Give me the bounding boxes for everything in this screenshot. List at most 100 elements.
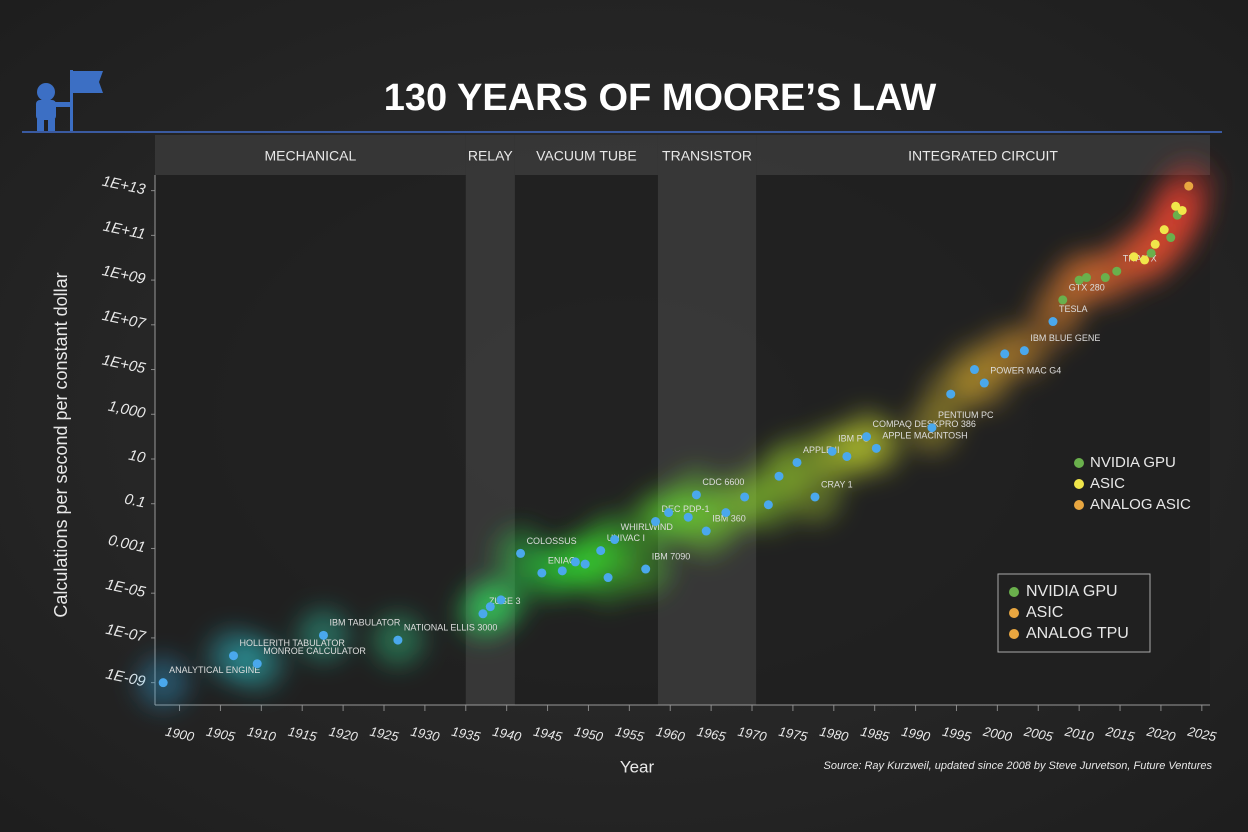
data-point [252,659,262,669]
data-point [1171,201,1181,211]
x-tick-label: 1905 [205,724,237,745]
point-label: PENTIUM PC [938,410,994,420]
point-label: ENIAC [548,555,576,565]
data-point [1000,349,1010,359]
era-header [657,135,757,175]
point-label: APPLE II [803,445,840,455]
data-point [516,548,526,558]
legend-swatch [1009,629,1019,639]
data-point [1100,273,1110,283]
data-point [1048,317,1058,327]
data-point [979,378,989,388]
x-tick-label: 1950 [573,724,605,745]
legend-swatch [1074,458,1084,468]
data-point [1058,295,1068,305]
x-tick-label: 1995 [941,724,973,745]
data-point [485,602,495,612]
legend-swatch [1074,479,1084,489]
data-point [610,535,620,545]
legend-label: ANALOG TPU [1026,625,1129,642]
point-label: IBM 7090 [652,551,691,561]
data-point [721,508,731,518]
point-label: NATIONAL ELLIS 3000 [404,622,498,632]
data-point [827,446,837,456]
point-label: HOLLERITH TABULATOR [240,638,346,648]
data-point [596,546,606,556]
x-tick-label: 1965 [696,724,728,745]
y-axis-label: Calculations per second per constant dol… [51,272,71,617]
point-label: WHIRLWIND [621,522,674,532]
x-tick-label: 1975 [777,724,809,745]
y-tick-label: 10 [127,447,147,467]
data-point [1082,273,1092,283]
point-label: POWER MAC G4 [990,365,1061,375]
point-label: CRAY 1 [821,479,853,489]
x-tick-label: 2025 [1185,723,1218,744]
data-point [1184,181,1194,191]
era-header [514,135,658,175]
data-point [946,389,956,399]
legend-swatch [1009,587,1019,597]
data-point [1177,205,1187,215]
x-tick-label: 1980 [818,724,850,745]
data-point [1074,275,1084,285]
x-tick-label: 1920 [328,724,360,745]
point-label: UNIVAC I [607,533,645,543]
data-point [158,678,168,688]
data-point [318,630,328,640]
x-tick-label: 2000 [981,723,1014,744]
point-label: APPLE MACINTOSH [882,431,967,441]
legend-label: NVIDIA GPU [1026,583,1118,600]
legend-label: ASIC [1026,604,1063,621]
x-axis-label: Year [620,757,655,776]
era-label: MECHANICAL [264,148,356,164]
data-point [603,573,613,583]
legend-box [997,573,1151,653]
data-point [1129,252,1139,262]
data-point [774,471,784,481]
point-label: CDC 6600 [702,477,744,487]
data-point [1150,239,1160,249]
era-header [465,135,515,175]
era-header [155,135,466,175]
data-point [969,365,979,375]
x-tick-label: 1990 [900,724,932,745]
x-tick-label: 1985 [859,724,891,745]
data-point [842,451,852,461]
x-tick-label: 1910 [246,724,278,745]
data-point [871,443,881,453]
data-point [496,595,506,605]
x-tick-label: 1945 [532,724,564,745]
point-label: DEC PDP-1 [662,504,710,514]
data-point [740,492,750,502]
chart-title: 130 YEARS OF MOORE’S LAW [384,77,937,119]
point-label: COLOSSUS [527,536,577,546]
x-tick-label: 1940 [491,724,523,745]
x-tick-label: 2005 [1022,723,1055,744]
x-tick-label: 2020 [1144,723,1177,744]
x-tick-label: 1915 [287,724,319,745]
data-point [691,490,701,500]
data-point [683,512,693,522]
x-tick-label: 2015 [1104,723,1137,744]
data-point [927,423,937,433]
x-tick-label: 1930 [409,724,441,745]
point-label: ANALYTICAL ENGINE [169,665,260,675]
x-tick-label: 1960 [655,724,687,745]
point-label: IBM BLUE GENE [1030,333,1100,343]
point-label: IBM 360 [712,513,746,523]
data-point [1112,266,1122,276]
legend-swatch [1074,500,1084,510]
data-point [651,517,661,527]
data-point [1166,233,1176,243]
astronaut-icon [36,70,103,132]
point-label: IBM TABULATOR [329,618,400,628]
data-point [580,559,590,569]
data-point [1146,248,1156,258]
data-point [478,609,488,619]
data-point [701,526,711,536]
data-point [229,651,239,661]
x-tick-label: 1935 [450,724,482,745]
data-point [393,635,403,645]
